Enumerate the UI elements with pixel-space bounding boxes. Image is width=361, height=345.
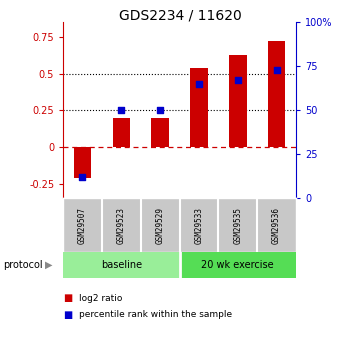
Text: protocol: protocol xyxy=(4,260,43,270)
Bar xyxy=(113,118,130,147)
Text: percentile rank within the sample: percentile rank within the sample xyxy=(79,310,232,319)
Point xyxy=(196,81,202,87)
Text: GSM29529: GSM29529 xyxy=(156,207,165,244)
Bar xyxy=(229,55,247,147)
Bar xyxy=(190,68,208,147)
Text: ▶: ▶ xyxy=(45,260,52,270)
Text: ■: ■ xyxy=(63,294,73,303)
Text: 20 wk exercise: 20 wk exercise xyxy=(201,260,274,270)
Point xyxy=(118,108,124,113)
Text: GSM29523: GSM29523 xyxy=(117,207,126,244)
Bar xyxy=(74,147,91,178)
Point xyxy=(80,175,86,180)
Bar xyxy=(63,252,180,278)
Bar xyxy=(180,252,296,278)
Bar xyxy=(268,41,286,147)
Point xyxy=(157,108,163,113)
Text: GSM29535: GSM29535 xyxy=(233,207,242,244)
Text: ■: ■ xyxy=(63,310,73,320)
Text: GDS2234 / 11620: GDS2234 / 11620 xyxy=(119,9,242,23)
Text: log2 ratio: log2 ratio xyxy=(79,294,123,303)
Text: GSM29536: GSM29536 xyxy=(272,207,281,244)
Text: GSM29507: GSM29507 xyxy=(78,207,87,244)
Point xyxy=(235,78,241,83)
Text: baseline: baseline xyxy=(101,260,142,270)
Text: GSM29533: GSM29533 xyxy=(195,207,204,244)
Bar xyxy=(151,118,169,147)
Point xyxy=(274,67,279,73)
